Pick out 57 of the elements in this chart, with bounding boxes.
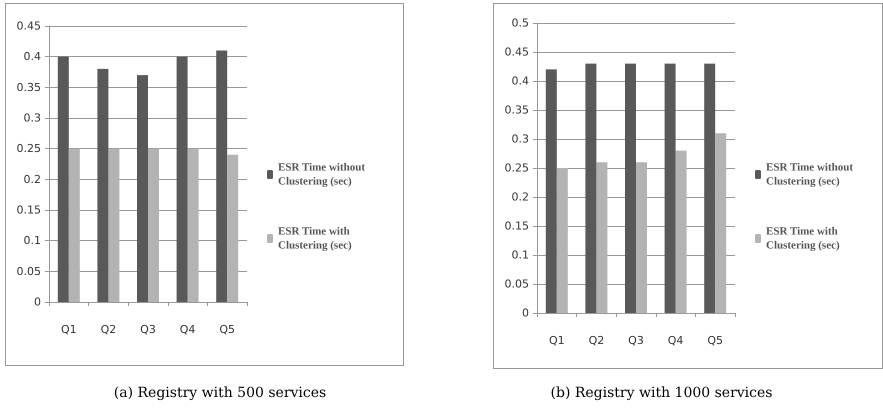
y-tick-label: 0.4 [24, 50, 41, 64]
x-tick-label: Q4 [180, 323, 196, 336]
bar [216, 50, 228, 302]
bar [625, 64, 636, 313]
bar [148, 148, 159, 302]
x-tick-label: Q1 [548, 334, 565, 347]
bar [58, 56, 69, 302]
y-tick-label: 0.2 [512, 190, 529, 204]
y-tick-label: 0.15 [16, 204, 41, 216]
y-tick-label: 0.1 [24, 234, 41, 248]
bar [636, 162, 647, 313]
y-tick-label: 0.35 [504, 104, 529, 116]
bar [704, 64, 716, 313]
y-tick-label: 0.25 [504, 162, 529, 174]
bar [556, 168, 568, 313]
y-tick-label: 0.1 [512, 248, 529, 262]
bar [227, 154, 238, 302]
legend-label: ESR Time without Clustering (sec) [766, 162, 854, 188]
bar [108, 148, 120, 302]
bar [546, 69, 557, 313]
x-tick-label: Q3 [140, 323, 156, 336]
bar [715, 133, 726, 313]
legend-label: ESR Time with Clustering (sec) [278, 226, 352, 252]
x-tick-label: Q1 [60, 323, 77, 336]
y-tick-label: 0.15 [504, 220, 529, 232]
bar [188, 148, 199, 302]
x-tick-label: Q5 [219, 323, 236, 336]
y-tick-label: 0 [34, 296, 41, 308]
legend-label: ESR Time without Clustering (sec) [278, 162, 366, 188]
text: (a) Registry with 500 services [114, 385, 326, 401]
y-tick-label: 0.3 [24, 112, 41, 124]
y-tick-label: 0.5 [512, 16, 529, 30]
bar [176, 56, 188, 302]
bar [585, 64, 596, 313]
x-tick-label: Q2 [588, 334, 604, 347]
bar [97, 68, 108, 302]
y-tick-label: 0.05 [16, 264, 41, 278]
x-tick-label: Q2 [100, 323, 116, 336]
text: (b) Registry with 1000 services [550, 385, 772, 401]
bar [664, 64, 676, 313]
bar [676, 150, 687, 313]
y-tick-label: 0.05 [504, 278, 529, 290]
y-tick-label: 0.45 [16, 20, 41, 32]
y-tick-label: 0.4 [512, 74, 529, 88]
y-tick-label: 0.25 [16, 142, 41, 156]
bar [596, 162, 608, 313]
x-tick-label: Q4 [668, 334, 684, 347]
y-tick-label: 0.45 [504, 46, 529, 58]
y-tick-label: 0 [522, 306, 529, 320]
y-tick-label: 0.3 [512, 132, 529, 146]
legend-label: ESR Time with Clustering (sec) [766, 226, 840, 252]
x-tick-label: Q5 [707, 334, 724, 347]
bar [137, 75, 148, 302]
x-tick-label: Q3 [628, 334, 644, 347]
y-tick-label: 0.2 [24, 172, 41, 186]
y-tick-label: 0.35 [16, 80, 41, 94]
bar [68, 148, 80, 302]
